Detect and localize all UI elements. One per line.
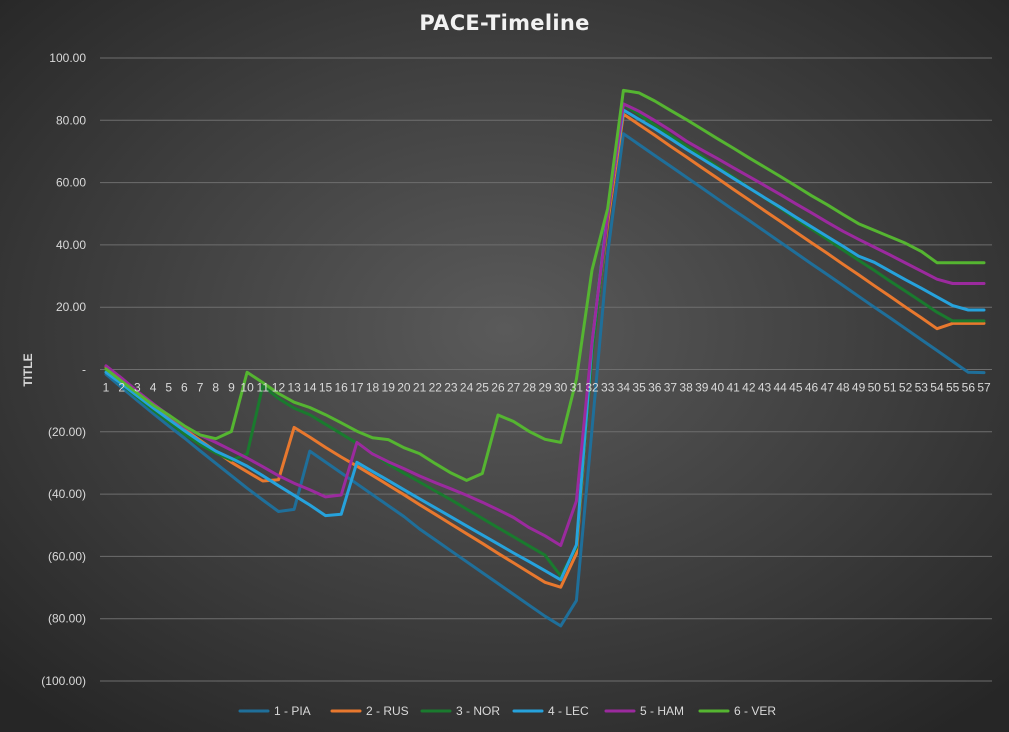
x-tick-label: 57 <box>977 381 991 395</box>
x-tick-label: 31 <box>570 381 584 395</box>
x-tick-label: 33 <box>601 381 615 395</box>
y-axis-title: TITLE <box>21 353 35 386</box>
x-tick-label: 56 <box>962 381 976 395</box>
x-tick-label: 22 <box>429 381 443 395</box>
series-line-1-pia <box>104 132 986 628</box>
x-tick-label: 5 <box>165 381 172 395</box>
x-tick-label: 11 <box>257 381 270 395</box>
legend: 1 - PIA 2 - RUS 3 - NOR 4 - LEC 5 - HAM 6 - V… <box>238 704 776 718</box>
y-tick-label: (20.00) <box>48 425 86 439</box>
x-tick-label: 41 <box>726 381 740 395</box>
series-line-3-nor <box>104 102 986 578</box>
x-tick-label: 39 <box>695 381 709 395</box>
y-tick-label: - <box>82 363 86 377</box>
y-tick-label: (60.00) <box>48 549 86 563</box>
x-tick-label: 9 <box>228 381 235 395</box>
x-tick-label: 48 <box>836 381 850 395</box>
x-tick-label: 19 <box>382 381 396 395</box>
series-lines <box>104 88 986 628</box>
y-tick-label: 80.00 <box>56 113 86 127</box>
series-line-5-ham <box>104 102 986 547</box>
legend-label: 1 - PIA <box>274 704 311 718</box>
x-tick-label: 49 <box>852 381 866 395</box>
x-tick-label: 14 <box>303 381 317 395</box>
y-tick-label: 40.00 <box>56 238 86 252</box>
x-tick-label: 18 <box>366 381 380 395</box>
x-tick-label: 23 <box>444 381 458 395</box>
x-tick-label: 8 <box>212 381 219 395</box>
x-tick-label: 32 <box>585 381 599 395</box>
x-tick-label: 24 <box>460 381 474 395</box>
x-tick-label: 43 <box>758 381 772 395</box>
legend-label: 6 - VER <box>734 704 776 718</box>
x-tick-label: 45 <box>789 381 803 395</box>
x-tick-label: 4 <box>150 381 157 395</box>
y-tick-label: 20.00 <box>56 300 86 314</box>
gridlines <box>100 57 992 682</box>
x-tick-label: 46 <box>805 381 819 395</box>
x-tick-label: 30 <box>554 381 568 395</box>
x-tick-label: 50 <box>868 381 882 395</box>
x-tick-label: 51 <box>883 381 897 395</box>
x-tick-label: 37 <box>664 381 678 395</box>
x-tick-label: 6 <box>181 381 188 395</box>
x-tick-label: 52 <box>899 381 913 395</box>
legend-label: 5 - HAM <box>640 704 684 718</box>
y-tick-label: 60.00 <box>56 176 86 190</box>
legend-item: 3 - NOR <box>420 704 500 718</box>
x-tick-label: 7 <box>197 381 204 395</box>
legend-label: 3 - NOR <box>456 704 500 718</box>
legend-item: 1 - PIA <box>238 704 311 718</box>
x-tick-label: 12 <box>272 381 286 395</box>
y-axis-ticks: 100.00 80.00 60.00 40.00 20.00 - (20.00) (40.00… <box>41 51 86 688</box>
x-tick-label: 20 <box>397 381 411 395</box>
series-line-2-rus <box>104 112 986 589</box>
x-tick-label: 34 <box>617 381 631 395</box>
x-tick-label: 36 <box>648 381 662 395</box>
legend-item: 4 - LEC <box>512 704 589 718</box>
x-tick-label: 40 <box>711 381 725 395</box>
x-tick-label: 44 <box>773 381 787 395</box>
x-tick-label: 54 <box>930 381 944 395</box>
legend-label: 4 - LEC <box>548 704 589 718</box>
x-tick-label: 29 <box>538 381 552 395</box>
y-tick-label: 100.00 <box>49 51 86 65</box>
x-tick-label: 25 <box>476 381 490 395</box>
x-tick-label: 26 <box>491 381 505 395</box>
x-tick-label: 1 <box>103 381 110 395</box>
legend-label: 2 - RUS <box>366 704 409 718</box>
x-tick-label: 35 <box>632 381 646 395</box>
x-tick-label: 21 <box>413 381 427 395</box>
x-tick-label: 42 <box>742 381 756 395</box>
x-tick-label: 13 <box>287 381 301 395</box>
x-tick-label: 55 <box>946 381 960 395</box>
x-tick-label: 2 <box>118 381 125 395</box>
legend-item: 2 - RUS <box>330 704 409 718</box>
y-tick-label: (40.00) <box>48 487 86 501</box>
x-tick-label: 16 <box>334 381 348 395</box>
x-axis-ticks: 1 2 3 4 5 6 7 8 9 10 11 12 13 14 15 16 17 18 19 20 21 22 23 24 2… <box>103 381 991 395</box>
x-tick-label: 38 <box>679 381 693 395</box>
x-tick-label: 3 <box>134 381 141 395</box>
chart-title: PACE-Timeline <box>419 11 590 35</box>
x-tick-label: 17 <box>350 381 364 395</box>
y-tick-label: (100.00) <box>41 674 86 688</box>
legend-item: 5 - HAM <box>604 704 684 718</box>
x-tick-label: 10 <box>240 381 254 395</box>
series-line-6-ver <box>104 88 986 482</box>
legend-item: 6 - VER <box>698 704 776 718</box>
x-tick-label: 53 <box>915 381 929 395</box>
series-line-4-lec <box>104 108 986 582</box>
x-tick-label: 15 <box>319 381 333 395</box>
x-tick-label: 47 <box>821 381 835 395</box>
x-tick-label: 28 <box>523 381 537 395</box>
x-tick-label: 27 <box>507 381 521 395</box>
y-tick-label: (80.00) <box>48 612 86 626</box>
